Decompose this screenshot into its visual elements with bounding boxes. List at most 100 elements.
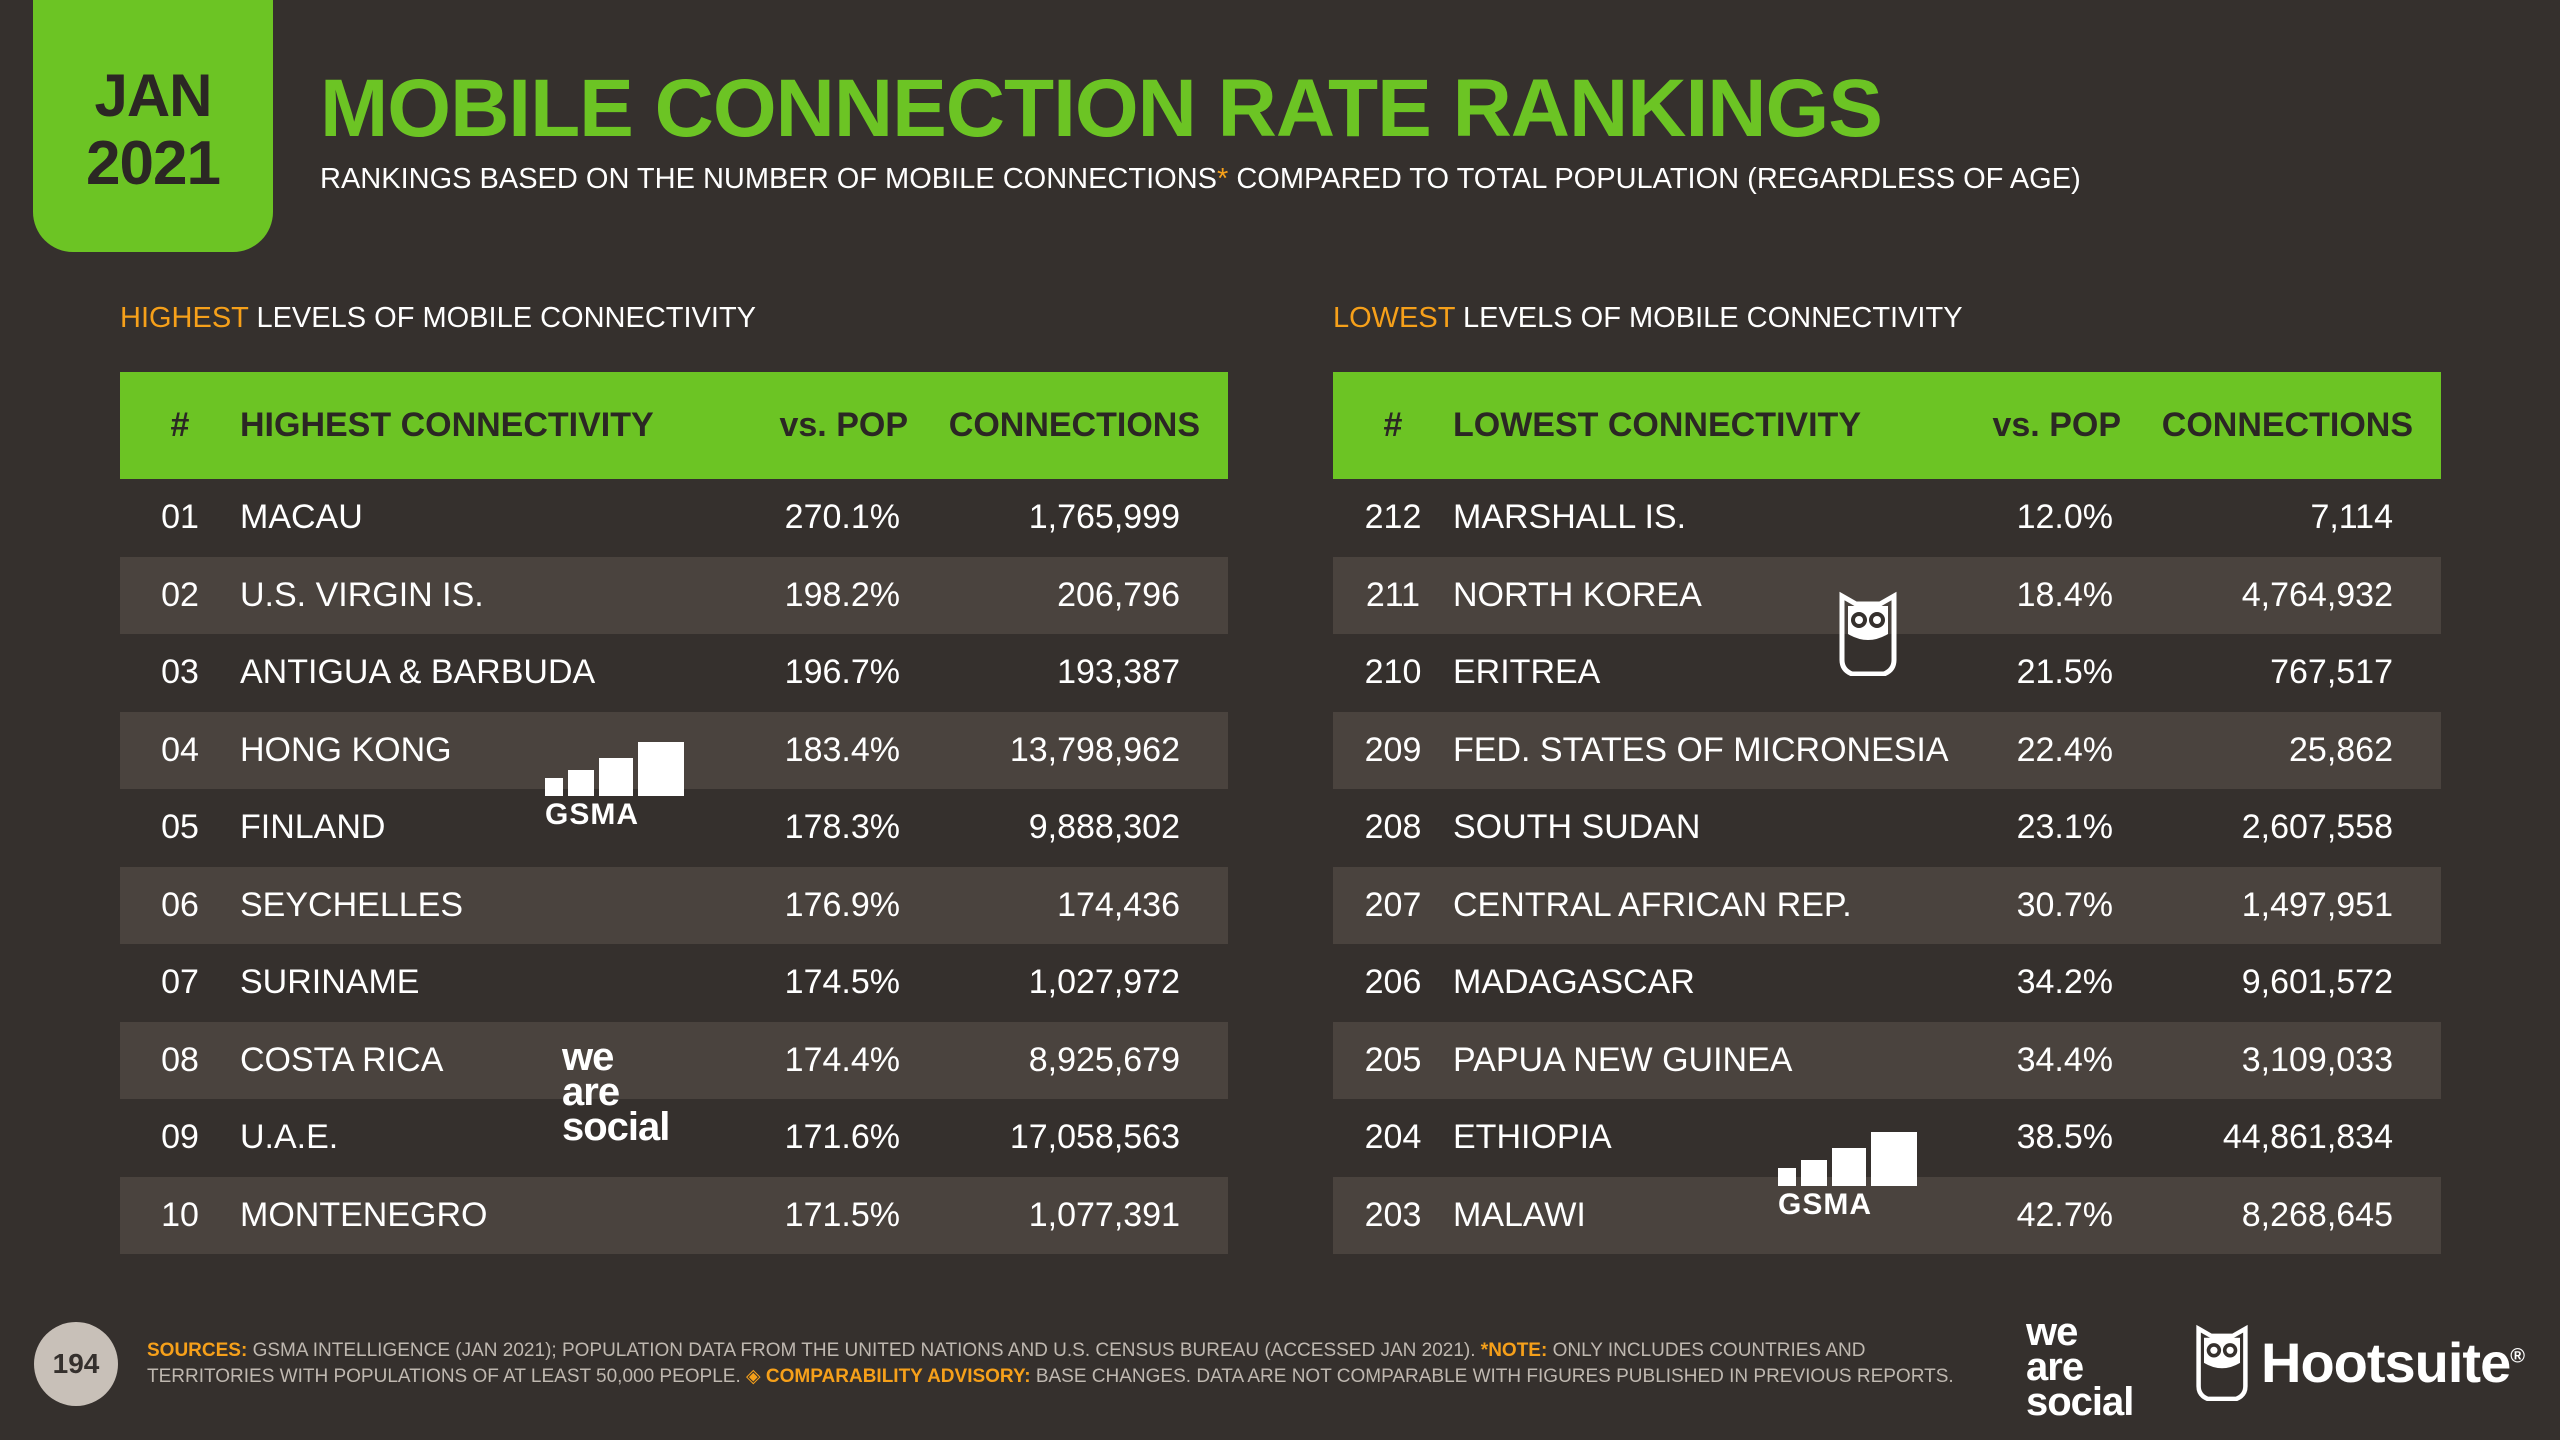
col-header-connections: CONNECTIONS xyxy=(2161,406,2413,444)
country-cell: MACAU xyxy=(240,498,363,537)
rank-cell: 210 xyxy=(1364,653,1422,692)
line2-text: TERRITORIES WITH POPULATIONS OF AT LEAST… xyxy=(147,1366,747,1388)
vs-pop-cell: 171.6% xyxy=(784,1118,900,1157)
country-cell: MONTENEGRO xyxy=(240,1195,488,1234)
country-cell: HONG KONG xyxy=(240,730,452,769)
rank-cell: 205 xyxy=(1364,1040,1422,1079)
col-header-connections: CONNECTIONS xyxy=(948,406,1200,444)
vs-pop-cell: 22.4% xyxy=(2016,730,2113,769)
table-row: 203 MALAWI 42.7% 8,268,645 xyxy=(1333,1176,2441,1254)
country-cell: SOUTH SUDAN xyxy=(1453,808,1701,847)
rank-cell: 206 xyxy=(1364,963,1422,1002)
rank-cell: 04 xyxy=(161,730,199,769)
table-row: 204 ETHIOPIA 38.5% 44,861,834 xyxy=(1333,1099,2441,1177)
gsma-logo-2: GSMA xyxy=(1778,1132,1917,1220)
country-cell: FINLAND xyxy=(240,808,386,847)
we-are-social-logo: we are social xyxy=(562,1035,670,1150)
connections-cell: 1,077,391 xyxy=(1028,1195,1180,1234)
vs-pop-cell: 171.5% xyxy=(784,1195,900,1234)
col-header-country: HIGHEST CONNECTIVITY xyxy=(240,406,654,444)
connections-cell: 174,436 xyxy=(1057,885,1180,924)
col-header-vs-pop: vs. POP xyxy=(1992,406,2121,444)
rank-cell: 06 xyxy=(161,885,199,924)
connections-cell: 1,765,999 xyxy=(1028,498,1180,537)
connections-cell: 3,109,033 xyxy=(2241,1040,2393,1079)
rank-cell: 07 xyxy=(161,963,199,1002)
connections-cell: 9,601,572 xyxy=(2241,963,2393,1002)
footer-line-1: SOURCES: GSMA INTELLIGENCE (JAN 2021); P… xyxy=(147,1338,1954,1364)
vs-pop-cell: 196.7% xyxy=(784,653,900,692)
rank-cell: 02 xyxy=(161,575,199,614)
country-cell: MADAGASCAR xyxy=(1453,963,1695,1002)
hootsuite-text: Hootsuite xyxy=(2261,1330,2511,1394)
hootsuite-wordmark: Hootsuite® xyxy=(2261,1330,2525,1395)
vs-pop-cell: 34.4% xyxy=(2016,1040,2113,1079)
connections-cell: 1,497,951 xyxy=(2241,885,2393,924)
vs-pop-cell: 174.5% xyxy=(784,963,900,1002)
table-row: 05 FINLAND 178.3% 9,888,302 xyxy=(120,789,1228,867)
gsma-wordmark: GSMA xyxy=(1778,1188,1872,1221)
rank-cell: 212 xyxy=(1364,498,1422,537)
rank-cell: 09 xyxy=(161,1118,199,1157)
country-cell: FED. STATES OF MICRONESIA xyxy=(1453,730,1949,769)
vs-pop-cell: 30.7% xyxy=(2016,885,2113,924)
connections-cell: 2,607,558 xyxy=(2241,808,2393,847)
rank-cell: 08 xyxy=(161,1040,199,1079)
vs-pop-cell: 178.3% xyxy=(784,808,900,847)
connections-cell: 8,268,645 xyxy=(2241,1195,2393,1234)
table-row: 02 U.S. VIRGIN IS. 198.2% 206,796 xyxy=(120,556,1228,634)
table-row: 06 SEYCHELLES 176.9% 174,436 xyxy=(120,866,1228,944)
vs-pop-cell: 270.1% xyxy=(784,498,900,537)
vs-pop-cell: 34.2% xyxy=(2016,963,2113,1002)
footer-line-2: TERRITORIES WITH POPULATIONS OF AT LEAST… xyxy=(147,1364,1954,1390)
gsma-logo: GSMA xyxy=(545,742,684,830)
highest-heading-rest: LEVELS OF MOBILE CONNECTIVITY xyxy=(248,302,757,334)
vs-pop-cell: 174.4% xyxy=(784,1040,900,1079)
hootsuite-logo: Hootsuite® xyxy=(2195,1323,2525,1401)
col-header-rank: # xyxy=(1383,406,1403,444)
vs-pop-cell: 198.2% xyxy=(784,575,900,614)
table-row: 08 COSTA RICA 174.4% 8,925,679 xyxy=(120,1021,1228,1099)
table-row: 206 MADAGASCAR 34.2% 9,601,572 xyxy=(1333,944,2441,1022)
subtitle-text-rest: COMPARED TO TOTAL POPULATION (REGARDLESS… xyxy=(1228,163,2081,195)
lowest-heading-highlight: LOWEST xyxy=(1333,302,1455,334)
country-cell: U.A.E. xyxy=(240,1118,339,1157)
country-cell: NORTH KOREA xyxy=(1453,575,1702,614)
highest-table: # HIGHEST CONNECTIVITY vs. POP CONNECTIO… xyxy=(120,372,1228,1254)
rank-cell: 208 xyxy=(1364,808,1422,847)
connections-cell: 193,387 xyxy=(1057,653,1180,692)
advisory-icon: ◈ xyxy=(746,1366,761,1388)
social-text: social xyxy=(562,1105,670,1150)
we-text: we xyxy=(562,1035,614,1079)
lowest-heading-rest: LEVELS OF MOBILE CONNECTIVITY xyxy=(1454,302,1963,334)
table-row: 03 ANTIGUA & BARBUDA 196.7% 193,387 xyxy=(120,634,1228,712)
rank-cell: 211 xyxy=(1365,575,1421,614)
country-cell: U.S. VIRGIN IS. xyxy=(240,575,484,614)
we-text: we xyxy=(2026,1310,2078,1354)
social-text: social xyxy=(2026,1380,2134,1425)
vs-pop-cell: 183.4% xyxy=(784,730,900,769)
subtitle-asterisk: * xyxy=(1216,163,1229,195)
date-year: 2021 xyxy=(86,128,221,198)
date-month: JAN xyxy=(94,61,212,129)
table-row: 207 CENTRAL AFRICAN REP. 30.7% 1,497,951 xyxy=(1333,866,2441,944)
advisory-label: COMPARABILITY ADVISORY: xyxy=(760,1366,1031,1388)
page-subtitle: RANKINGS BASED ON THE NUMBER OF MOBILE C… xyxy=(320,163,2081,196)
connections-cell: 13,798,962 xyxy=(1009,730,1180,769)
connections-cell: 9,888,302 xyxy=(1028,808,1180,847)
rank-cell: 203 xyxy=(1364,1195,1422,1234)
table-row: 205 PAPUA NEW GUINEA 34.4% 3,109,033 xyxy=(1333,1021,2441,1099)
table-header-row: # HIGHEST CONNECTIVITY vs. POP CONNECTIO… xyxy=(120,372,1228,479)
table-row: 209 FED. STATES OF MICRONESIA 22.4% 25,862 xyxy=(1333,711,2441,789)
vs-pop-cell: 176.9% xyxy=(784,885,900,924)
table-header-row: # LOWEST CONNECTIVITY vs. POP CONNECTION… xyxy=(1333,372,2441,479)
lowest-section-heading: LOWEST LEVELS OF MOBILE CONNECTIVITY xyxy=(1333,302,1963,335)
connections-cell: 7,114 xyxy=(2310,498,2393,537)
sources-text: GSMA INTELLIGENCE (JAN 2021); POPULATION… xyxy=(247,1340,1481,1361)
highest-section-heading: HIGHEST LEVELS OF MOBILE CONNECTIVITY xyxy=(120,302,756,335)
connections-cell: 17,058,563 xyxy=(1009,1118,1180,1157)
vs-pop-cell: 18.4% xyxy=(2016,575,2113,614)
rank-cell: 10 xyxy=(161,1195,199,1234)
vs-pop-cell: 38.5% xyxy=(2016,1118,2113,1157)
rank-cell: 207 xyxy=(1364,885,1422,924)
